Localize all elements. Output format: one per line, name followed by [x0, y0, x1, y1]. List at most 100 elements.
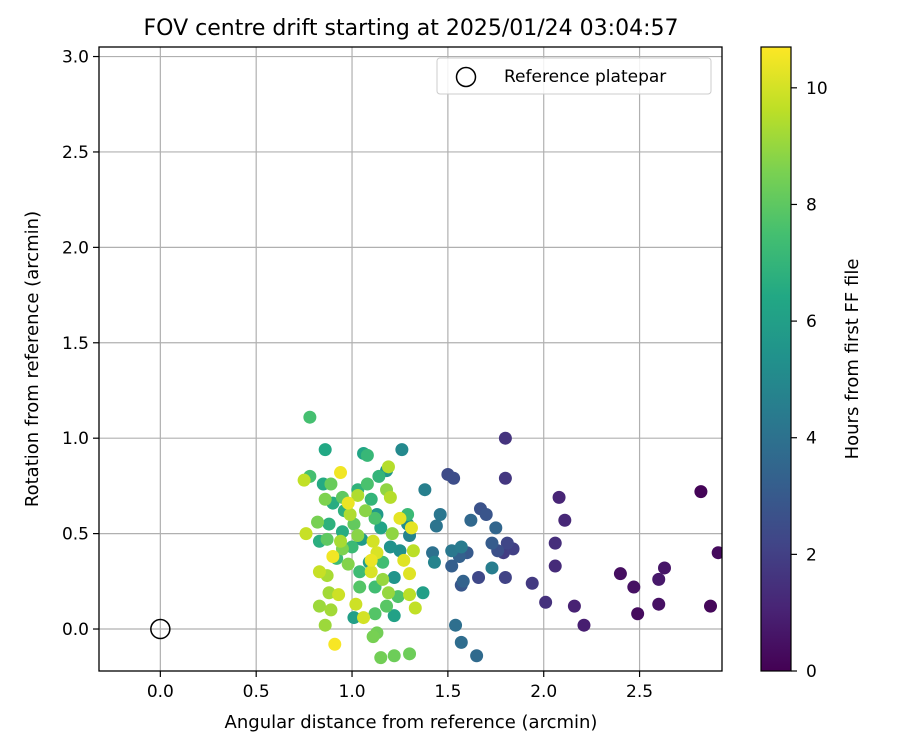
data-point — [376, 555, 390, 569]
data-point — [433, 508, 447, 522]
data-point — [357, 611, 371, 625]
x-tick-label: 0.0 — [147, 682, 174, 702]
data-point — [403, 567, 417, 581]
grid-lines — [99, 47, 722, 671]
data-point — [387, 609, 401, 623]
data-point — [320, 532, 334, 546]
data-point — [353, 565, 367, 579]
data-point — [311, 515, 325, 529]
chart-title: FOV centre drift starting at 2025/01/24 … — [144, 16, 679, 41]
reference-point — [150, 618, 171, 640]
data-point — [498, 570, 512, 584]
colorbar-tick-label: 4 — [806, 429, 817, 449]
y-tick-label: 1.0 — [62, 429, 89, 449]
data-point — [318, 618, 332, 632]
x-axis-ticks: 0.0 0.5 1.0 1.5 2.0 2.5 — [147, 671, 653, 702]
data-point — [418, 483, 432, 497]
data-point — [341, 496, 355, 510]
data-point — [387, 649, 401, 663]
data-point — [703, 599, 717, 613]
data-point — [498, 431, 512, 445]
data-point — [360, 477, 374, 491]
data-point — [341, 557, 355, 571]
data-point — [652, 597, 666, 611]
data-point — [472, 570, 486, 584]
data-point — [347, 611, 361, 625]
data-point — [303, 410, 317, 424]
data-point — [627, 580, 641, 594]
data-point — [364, 565, 378, 579]
data-point — [711, 546, 722, 560]
data-point — [470, 649, 484, 663]
colorbar-tick-label: 2 — [806, 545, 817, 565]
data-point — [613, 567, 627, 581]
data-point — [454, 540, 468, 554]
legend: Reference platepar — [436, 57, 712, 95]
data-point — [408, 601, 422, 615]
data-point — [297, 473, 311, 487]
data-point — [479, 508, 493, 522]
colorbar-tick-label: 10 — [806, 79, 828, 99]
x-axis-label: Angular distance from reference (arcmin) — [225, 712, 598, 733]
y-tick-label: 2.0 — [62, 238, 89, 258]
data-point — [445, 559, 459, 573]
data-point — [552, 490, 566, 504]
data-point — [376, 572, 390, 586]
data-point — [489, 521, 503, 535]
data-point — [353, 580, 367, 594]
data-point — [372, 469, 386, 483]
x-tick-label: 0.5 — [243, 682, 270, 702]
data-point — [449, 618, 463, 632]
data-point — [332, 588, 346, 602]
data-point — [368, 607, 382, 621]
data-point — [539, 595, 553, 609]
y-tick-label: 2.5 — [62, 143, 89, 163]
data-point — [403, 588, 417, 602]
data-points — [297, 410, 722, 665]
data-point — [393, 511, 407, 525]
data-point — [366, 630, 380, 644]
data-point — [397, 553, 411, 567]
data-point — [380, 599, 394, 613]
data-point — [447, 471, 461, 485]
legend-box — [436, 57, 712, 95]
y-tick-label: 0.5 — [62, 525, 89, 545]
data-point — [694, 485, 708, 499]
colorbar-ticks: 0 2 4 6 8 10 — [791, 79, 828, 682]
data-point — [374, 651, 388, 665]
data-point — [416, 586, 430, 600]
x-tick-label: 1.0 — [339, 682, 366, 702]
data-point — [395, 443, 409, 457]
data-point — [657, 561, 671, 575]
data-point — [322, 517, 336, 531]
data-point — [334, 534, 348, 548]
data-point — [403, 647, 417, 661]
data-point — [387, 570, 401, 584]
data-point — [328, 637, 342, 651]
data-point — [385, 527, 399, 541]
legend-label: Reference platepar — [504, 67, 666, 87]
data-point — [383, 490, 397, 504]
colorbar-tick-label: 8 — [806, 195, 817, 215]
data-point — [364, 492, 378, 506]
data-point — [464, 513, 478, 527]
data-point — [324, 603, 338, 617]
data-point — [548, 536, 562, 550]
data-point — [381, 586, 395, 600]
data-point — [381, 460, 395, 474]
x-tick-label: 2.5 — [626, 682, 653, 702]
data-point — [577, 618, 591, 632]
data-point — [631, 607, 645, 621]
reference-marker — [150, 618, 171, 640]
colorbar-label: Hours from first FF file — [842, 259, 863, 460]
x-tick-label: 1.5 — [434, 682, 461, 702]
data-point — [334, 466, 348, 480]
data-point — [324, 477, 338, 491]
data-point — [456, 574, 470, 588]
colorbar-tick-label: 0 — [806, 662, 817, 682]
y-axis-label: Rotation from reference (arcmin) — [22, 211, 43, 507]
data-point — [498, 471, 512, 485]
colorbar-tick-label: 6 — [806, 312, 817, 332]
data-point — [312, 565, 326, 579]
